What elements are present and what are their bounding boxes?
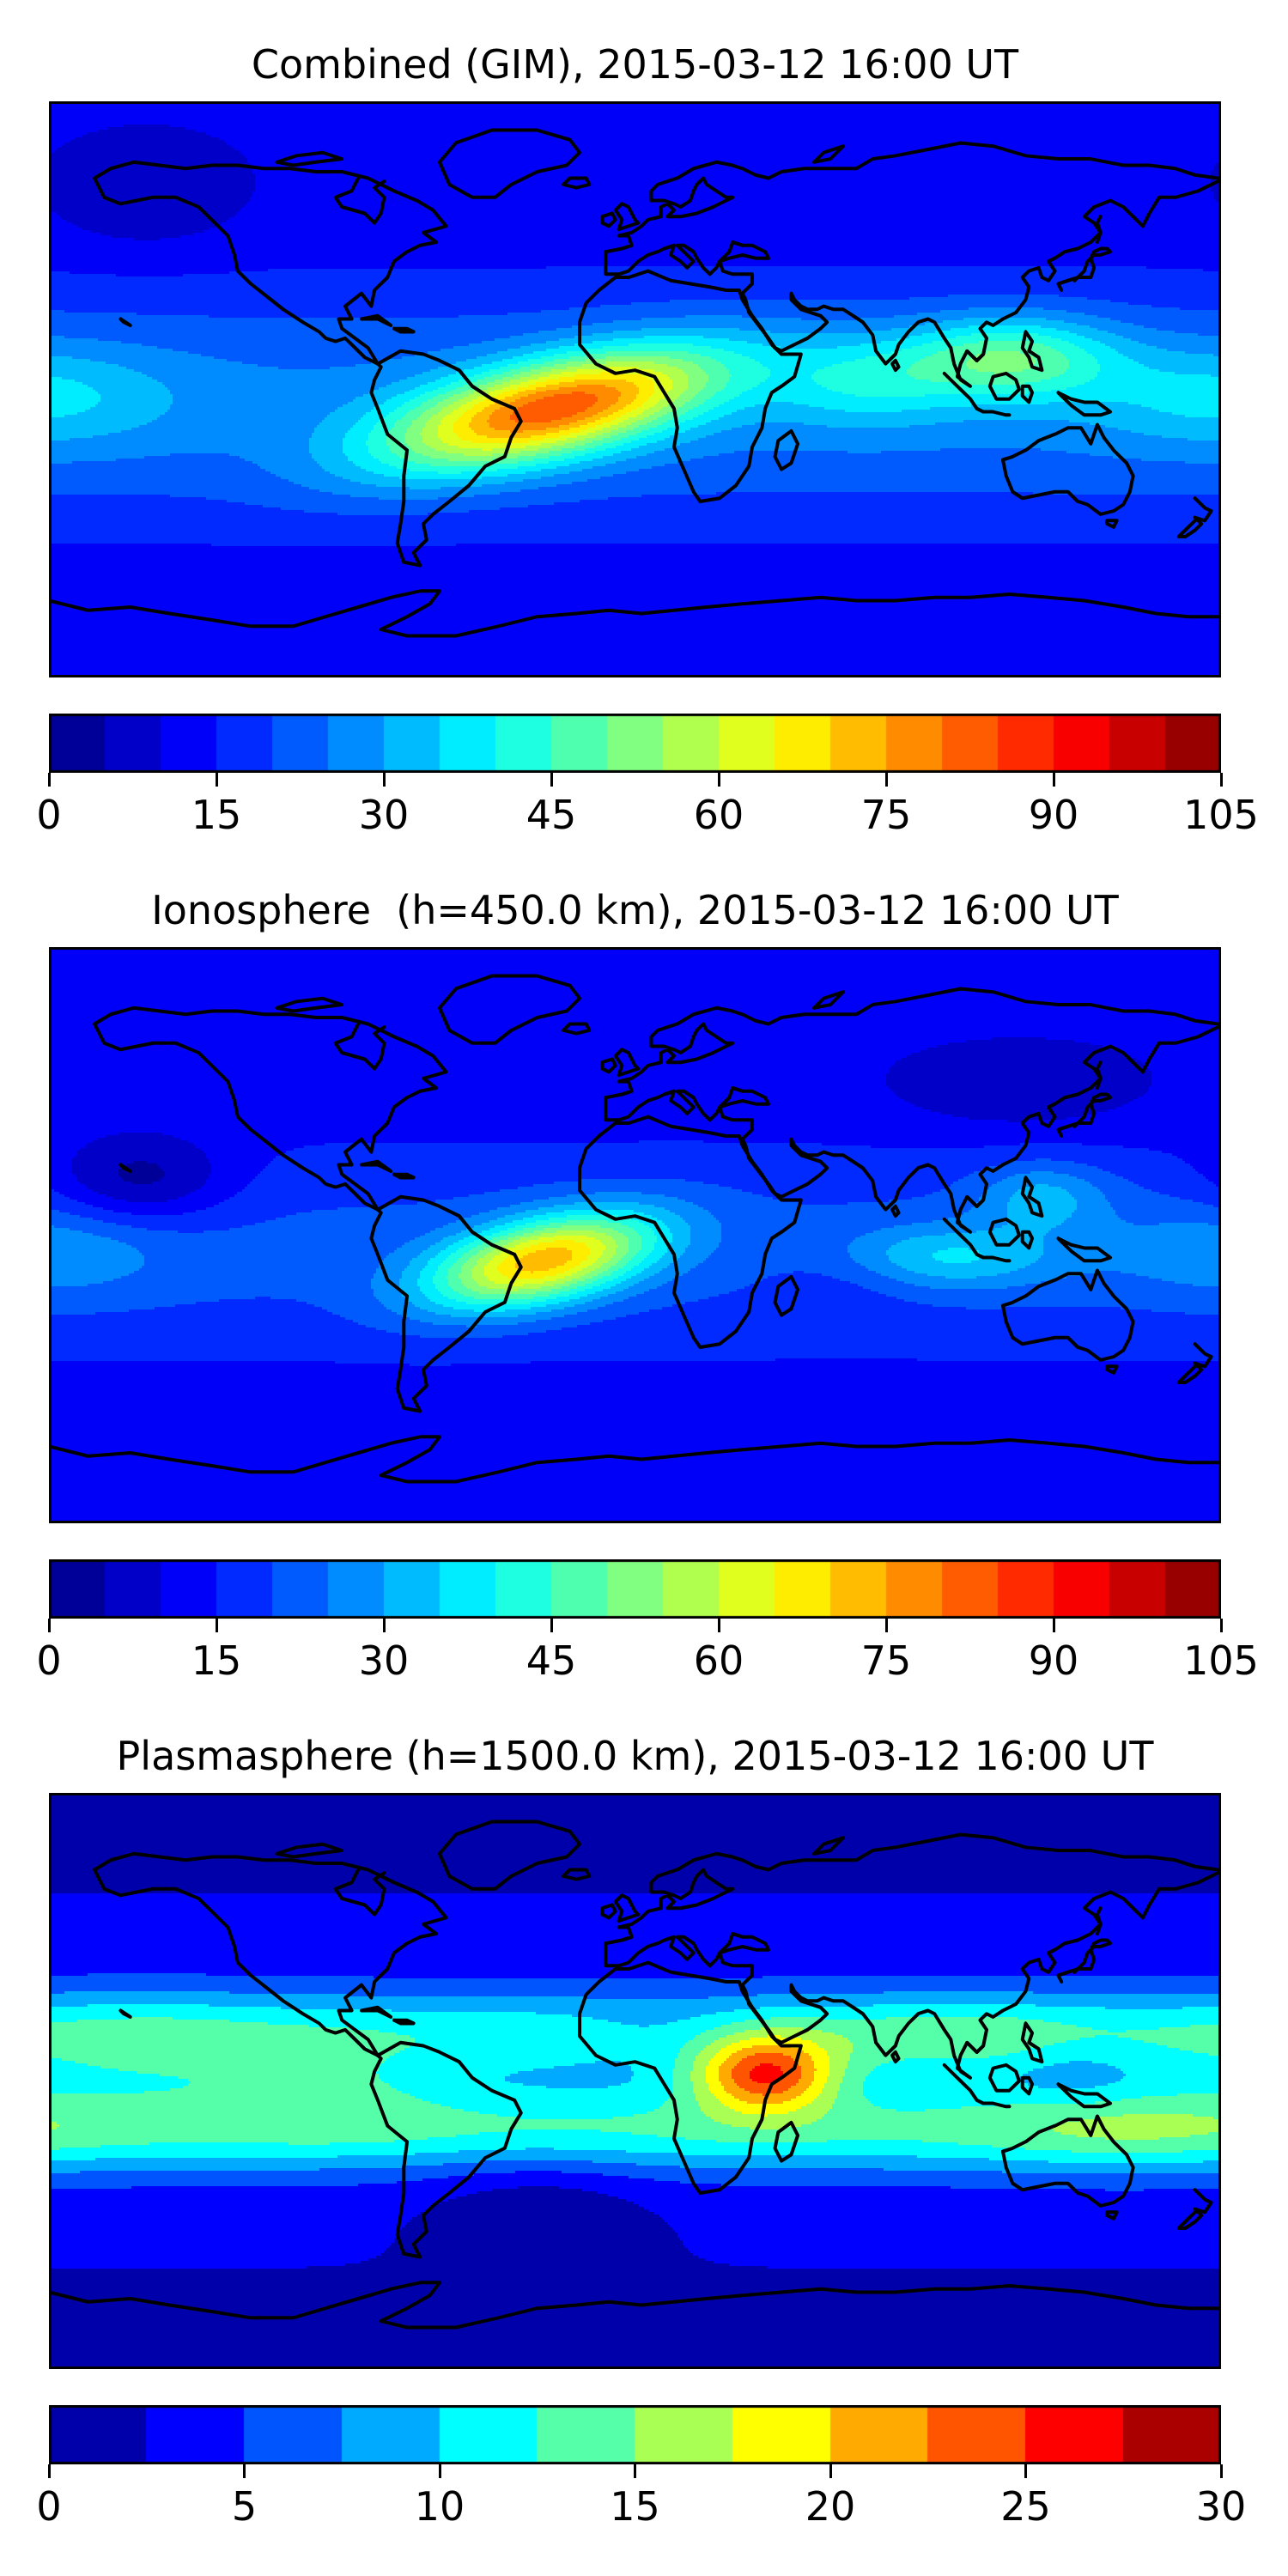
colorbar-tick-mark <box>47 2464 51 2478</box>
colorbar-tick-label: 90 <box>1028 792 1079 838</box>
colorbar-canvas-2 <box>49 2405 1221 2464</box>
colorbar-tick-mark <box>829 2464 832 2478</box>
colorbar-tick-label: 30 <box>358 1637 410 1684</box>
colorbar-canvas-0 <box>49 714 1221 773</box>
colorbar-tick-mark <box>1024 2464 1027 2478</box>
colorbar-tick-mark <box>1219 773 1223 787</box>
panel-title-plasmasphere: Plasmasphere (h=1500.0 km), 2015-03-12 1… <box>116 1733 1154 1779</box>
colorbar-tick-label: 105 <box>1183 1637 1259 1684</box>
colorbar-tick-label: 0 <box>36 792 62 838</box>
colorbar-tick-mark <box>382 1619 386 1632</box>
colorbar-tick-label: 15 <box>191 792 242 838</box>
colorbar-tick-mark <box>1052 773 1055 787</box>
colorbar-tick-label: 25 <box>1000 2483 1051 2530</box>
colorbar-tick-label: 30 <box>1195 2483 1247 2530</box>
panel-ionosphere: Ionosphere (h=450.0 km), 2015-03-12 16:0… <box>0 846 1288 1692</box>
colorbar-tick-mark <box>550 1619 553 1632</box>
colorbar-tick-mark <box>550 773 553 787</box>
map-canvas-1 <box>49 947 1221 1523</box>
colorbar-ticks-0: 0 15 30 45 60 75 90 105 <box>36 773 1259 846</box>
colorbar-canvas-1 <box>49 1559 1221 1619</box>
colorbar-tick-label: 15 <box>191 1637 242 1684</box>
colorbar-tick-label: 20 <box>805 2483 856 2530</box>
colorbar-tick-mark <box>1052 1619 1055 1632</box>
colorbar-tick-mark <box>215 1619 218 1632</box>
map-canvas-2 <box>49 1793 1221 2369</box>
panel-title-ionosphere: Ionosphere (h=450.0 km), 2015-03-12 16:0… <box>151 887 1119 933</box>
colorbar-tick-mark <box>438 2464 441 2478</box>
colorbar-tick-mark <box>243 2464 246 2478</box>
colorbar-tick-label: 60 <box>693 1637 744 1684</box>
panel-title-combined: Combined (GIM), 2015-03-12 16:00 UT <box>251 41 1019 88</box>
colorbar-tick-mark <box>215 773 218 787</box>
colorbar-tick-mark <box>1219 2464 1223 2478</box>
colorbar-tick-label: 30 <box>358 792 410 838</box>
colorbar-tick-label: 10 <box>414 2483 465 2530</box>
colorbar-tick-mark <box>634 2464 636 2478</box>
colorbar-tick-label: 45 <box>526 792 577 838</box>
colorbar-tick-label: 60 <box>693 792 744 838</box>
colorbar-tick-mark <box>382 773 386 787</box>
colorbar-tick-mark <box>717 1619 720 1632</box>
colorbar-tick-label: 5 <box>231 2483 258 2530</box>
colorbar-tick-mark <box>47 773 51 787</box>
colorbar-tick-mark <box>884 1619 888 1632</box>
colorbar-tick-label: 90 <box>1028 1637 1079 1684</box>
panel-plasmasphere: Plasmasphere (h=1500.0 km), 2015-03-12 1… <box>0 1692 1288 2537</box>
colorbar-tick-mark <box>884 773 888 787</box>
colorbar-ticks-1: 0 15 30 45 60 75 90 105 <box>36 1619 1259 1692</box>
colorbar-tick-label: 105 <box>1183 792 1259 838</box>
colorbar-tick-label: 75 <box>860 792 912 838</box>
colorbar-tick-mark <box>47 1619 51 1632</box>
colorbar-tick-mark <box>717 773 720 787</box>
colorbar-tick-label: 0 <box>36 1637 62 1684</box>
panel-combined-gim: Combined (GIM), 2015-03-12 16:00 UT 0 15 3… <box>0 0 1288 846</box>
colorbar-tick-label: 15 <box>610 2483 660 2530</box>
map-canvas-0 <box>49 101 1221 677</box>
colorbar-tick-mark <box>1219 1619 1223 1632</box>
colorbar-ticks-2: 0 5 10 15 20 25 30 <box>36 2464 1246 2537</box>
colorbar-tick-label: 75 <box>860 1637 912 1684</box>
colorbar-tick-label: 0 <box>36 2483 62 2530</box>
colorbar-tick-label: 45 <box>526 1637 577 1684</box>
